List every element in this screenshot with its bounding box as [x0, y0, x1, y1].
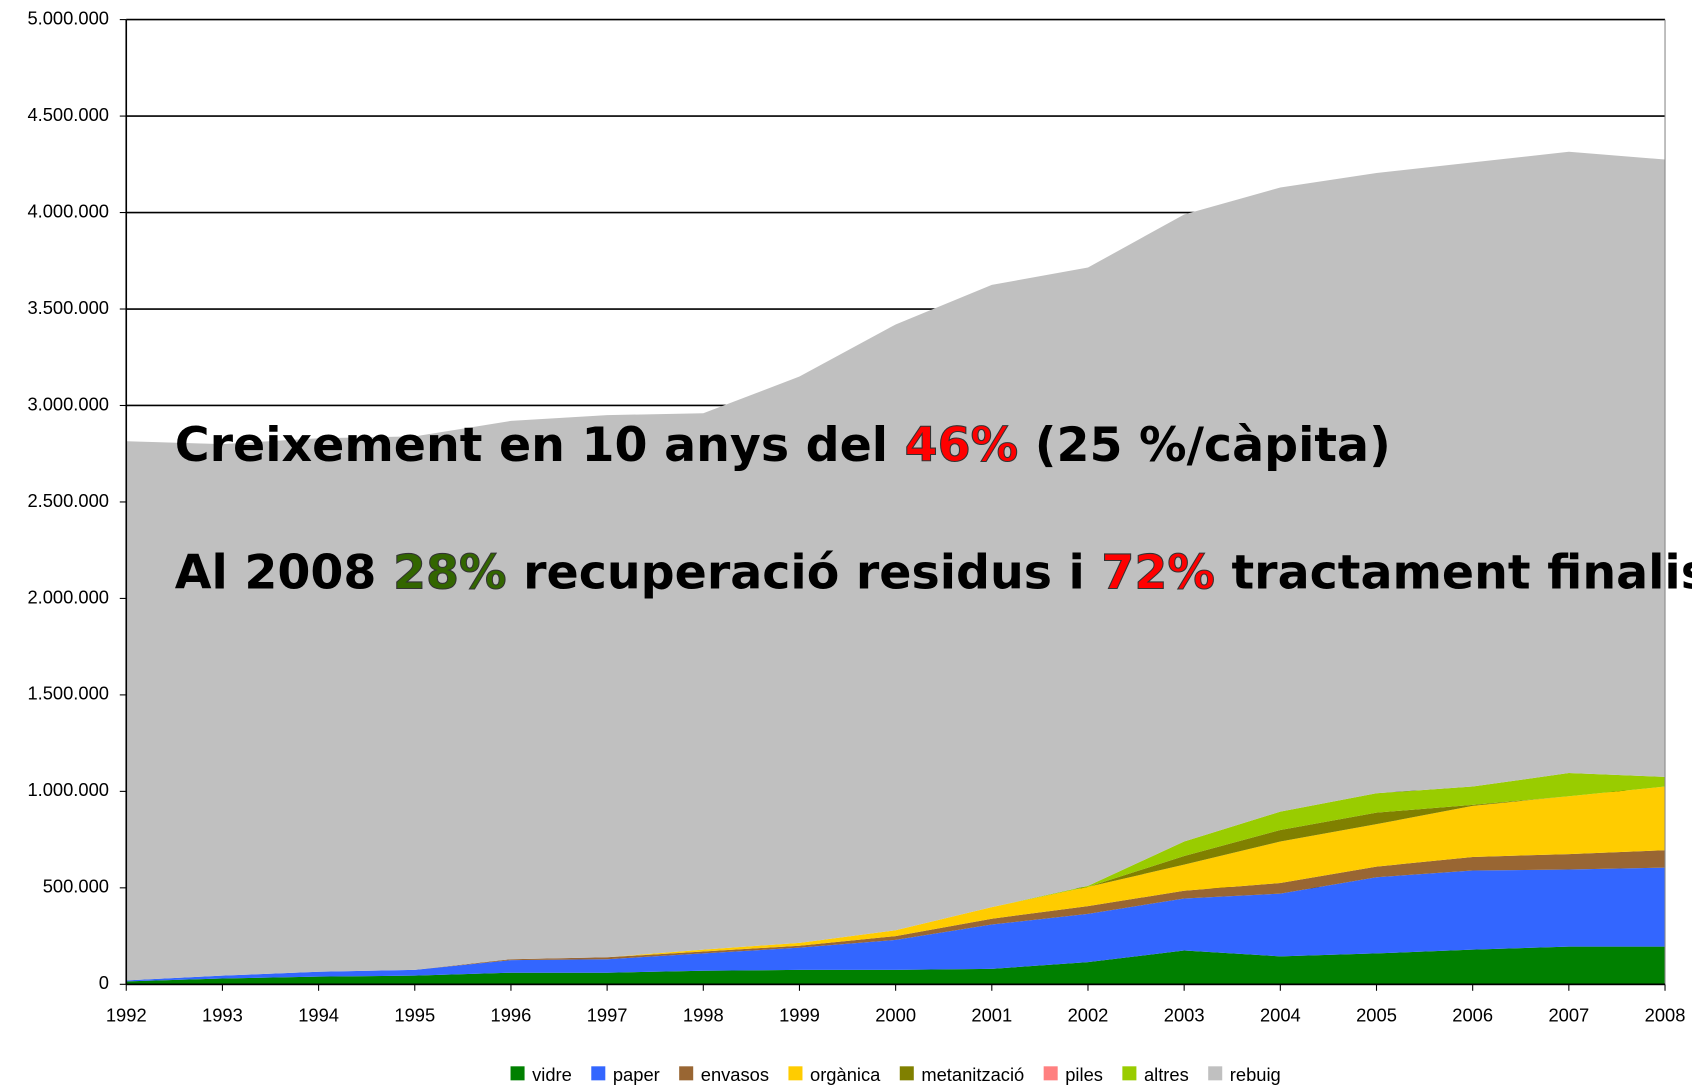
- legend-swatch: [899, 1066, 914, 1081]
- x-tick-label: 2008: [1645, 1005, 1686, 1026]
- legend-label: vidre: [532, 1064, 572, 1085]
- annotations: Creixement en 10 anys del 46% (25 %/càpi…: [175, 417, 1692, 600]
- y-tick-label: 3.000.000: [27, 393, 109, 414]
- legend-label: paper: [613, 1064, 660, 1085]
- area: [126, 773, 1666, 981]
- area: [126, 946, 1666, 985]
- x-tick-label: 1997: [587, 1005, 628, 1026]
- x-tick-label: 2000: [875, 1005, 916, 1026]
- area: [126, 151, 1666, 981]
- legend-label: envasos: [701, 1064, 769, 1085]
- x-tick-label: 2006: [1452, 1005, 1493, 1026]
- x-tick-label: 2002: [1068, 1005, 1109, 1026]
- y-tick-label: 1.000.000: [27, 779, 109, 800]
- y-tick-label: 5.000.000: [27, 7, 109, 28]
- x-tick-label: 1992: [106, 1005, 147, 1026]
- legend-label: rebuig: [1230, 1064, 1281, 1085]
- axes: 0 500.000 1.000.000 1.500.000 2.000.000 2.500…: [27, 7, 1685, 1025]
- annotation-part: recuperació residus i: [507, 545, 1102, 600]
- area: [126, 850, 1666, 981]
- areas: [126, 151, 1666, 985]
- annotation-part: (25 %/càpita): [1018, 418, 1391, 473]
- legend-label: piles: [1065, 1064, 1103, 1085]
- y-tick-label: 2.500.000: [27, 490, 109, 511]
- y-tick-label: 500.000: [43, 876, 109, 897]
- annotation-part: Creixement en 10 anys del: [175, 418, 905, 473]
- x-tick-label: 2007: [1548, 1005, 1589, 1026]
- area: [126, 786, 1666, 981]
- y-tick-label: 0: [99, 972, 109, 993]
- x-tick-label: 2003: [1164, 1005, 1205, 1026]
- annotation-part: 72%: [1101, 545, 1215, 600]
- x-tick-label: 2004: [1260, 1005, 1301, 1026]
- annotation-part: 46%: [905, 418, 1019, 473]
- x-tick-label: 1998: [683, 1005, 724, 1026]
- annotation: Creixement en 10 anys del 46% (25 %/càpi…: [175, 418, 1391, 473]
- annotation: Al 2008 28% recuperació residus i 72% tr…: [175, 545, 1692, 600]
- legend-label: metanització: [921, 1064, 1024, 1085]
- legend-label: altres: [1144, 1064, 1189, 1085]
- y-tick-label: 4.000.000: [27, 200, 109, 221]
- x-tick-label: 1994: [298, 1005, 339, 1026]
- x-tick-label: 2001: [971, 1005, 1012, 1026]
- legend-swatch: [679, 1066, 694, 1081]
- legend-swatch: [591, 1066, 606, 1081]
- legend-swatch: [1043, 1066, 1058, 1081]
- legend-swatch: [1122, 1066, 1137, 1081]
- x-tick-label: 1995: [394, 1005, 435, 1026]
- y-tick-label: 3.500.000: [27, 297, 109, 318]
- x-tick-label: 1996: [491, 1005, 532, 1026]
- x-tick-label: 2005: [1356, 1005, 1397, 1026]
- area: [126, 786, 1666, 981]
- area: [126, 867, 1666, 982]
- x-tick-label: 1999: [779, 1005, 820, 1026]
- y-tick-label: 4.500.000: [27, 104, 109, 125]
- legend: vidre paper envasos orgànica metanització pil…: [510, 1064, 1281, 1085]
- annotation-part: Al 2008: [175, 545, 393, 600]
- annotation-part: tractament finalista: [1215, 545, 1692, 600]
- y-tick-label: 2.000.000: [27, 586, 109, 607]
- y-tick-label: 1.500.000: [27, 683, 109, 704]
- legend-swatch: [510, 1066, 525, 1081]
- legend-swatch: [1208, 1066, 1223, 1081]
- annotation-part: 28%: [393, 545, 507, 600]
- x-tick-label: 1993: [202, 1005, 243, 1026]
- legend-swatch: [788, 1066, 803, 1081]
- legend-label: orgànica: [810, 1064, 881, 1085]
